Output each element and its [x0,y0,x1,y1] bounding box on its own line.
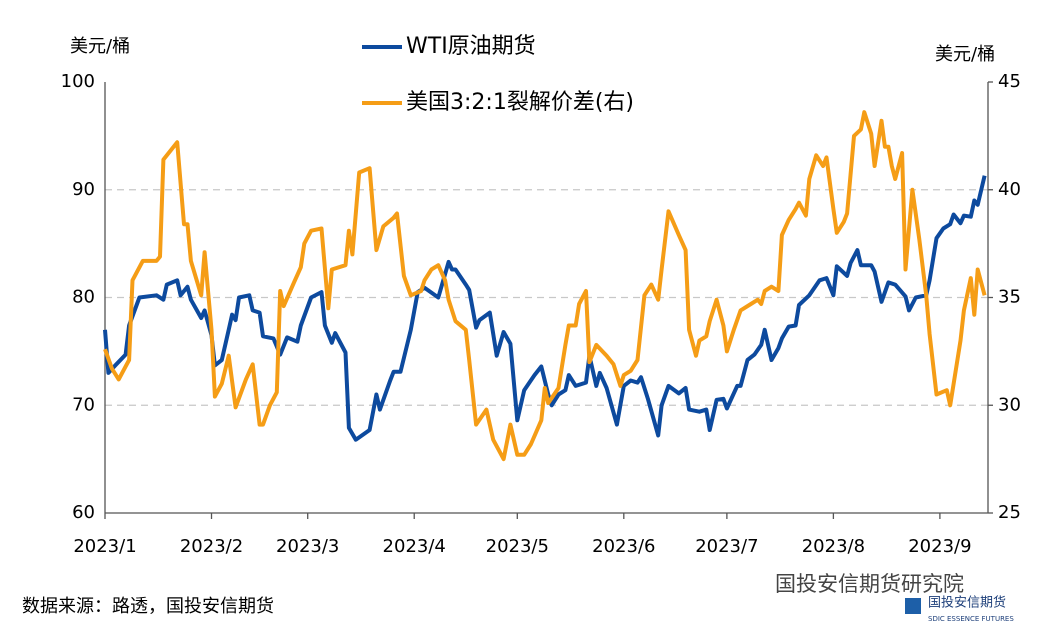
y2-tick-label: 40 [998,179,1021,200]
logo-name: 国投安信期货 [928,595,1006,611]
y-tick-label: 80 [72,287,95,308]
x-tick-label: 2023/7 [695,536,758,557]
x-tick-label: 2023/4 [383,536,446,557]
y-tick-label: 60 [72,502,95,523]
data-line [103,175,987,442]
legend-label: 美国3:2:1裂解价差(右) [406,90,634,115]
y-axis-label: 美元/桶 [70,36,130,57]
y-tick-label: 100 [61,71,95,92]
x-tick-label: 2023/8 [802,536,865,557]
data-line [103,110,987,462]
source-note: 数据来源：路透，国投安信期货 [22,596,274,617]
legend-label: WTI原油期货 [406,34,536,59]
x-tick-label: 2023/3 [276,536,339,557]
x-tick-label: 2023/1 [73,536,136,557]
watermark: 国投安信期货研究院 [775,572,964,596]
y2-axis-label: 美元/桶 [935,44,995,65]
logo-icon [905,598,921,614]
y2-tick-label: 25 [998,502,1021,523]
y-tick-label: 70 [72,394,95,415]
y2-tick-label: 35 [998,287,1021,308]
x-tick-label: 2023/9 [908,536,971,557]
y2-tick-label: 45 [998,71,1021,92]
x-tick-label: 2023/6 [592,536,655,557]
y-tick-label: 90 [72,179,95,200]
x-tick-label: 2023/5 [486,536,549,557]
y2-tick-label: 30 [998,394,1021,415]
logo-name-en: SDIC ESSENCE FUTURES [928,615,1014,623]
x-tick-label: 2023/2 [180,536,243,557]
